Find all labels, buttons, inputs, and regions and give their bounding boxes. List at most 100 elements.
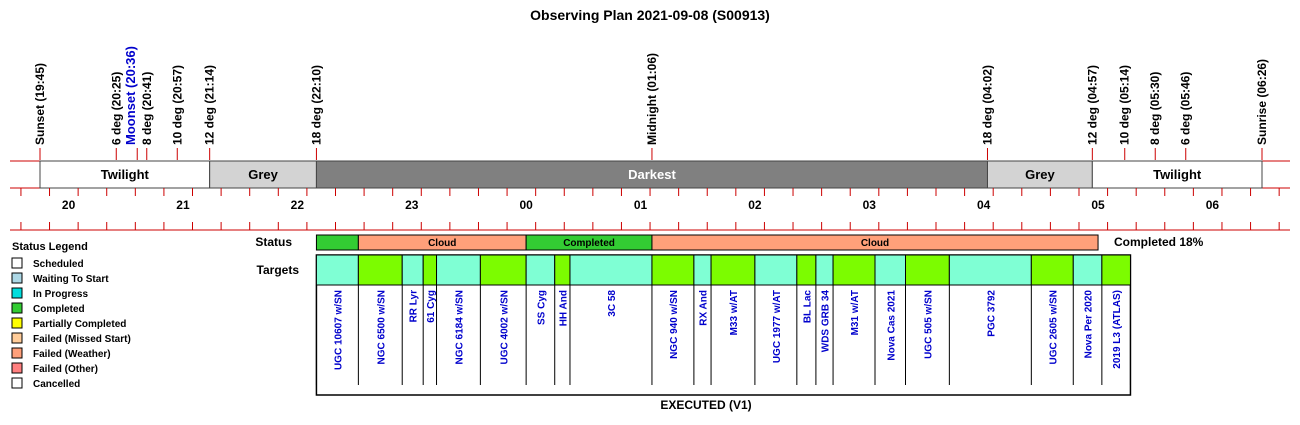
target-name: RX And xyxy=(698,290,709,326)
legend-label: Failed (Missed Start) xyxy=(33,334,131,345)
targets-row: UGC 10607 w/SN NGC 6500 w/SN RR Lyr 61 Cyg N… xyxy=(315,254,1132,396)
target-block xyxy=(754,254,798,286)
legend-swatch xyxy=(11,272,23,284)
sky-band-label: Grey xyxy=(1025,167,1055,182)
target-name: RR Lyr xyxy=(409,290,420,323)
legend-label: In Progress xyxy=(33,289,88,300)
legend-label: Completed xyxy=(33,304,85,315)
target-block xyxy=(948,254,1032,286)
event-label: 18 deg (22:10) xyxy=(309,65,323,145)
target-block xyxy=(401,254,424,286)
target-name: UGC 505 w/SN xyxy=(923,290,934,359)
legend-swatch xyxy=(11,287,23,299)
event-label: Moonset (20:36) xyxy=(123,46,138,145)
status-row-label: Status xyxy=(255,235,292,249)
legend-title: Status Legend xyxy=(12,241,88,253)
target-name: M33 w/AT xyxy=(729,290,740,335)
legend-label: Scheduled xyxy=(33,259,84,270)
hour-tick-label: 03 xyxy=(863,198,877,212)
chart-title: Observing Plan 2021-09-08 (S00913) xyxy=(530,7,770,23)
target-name: Nova Per 2020 xyxy=(1084,290,1095,359)
sky-band-label: Grey xyxy=(248,167,278,182)
target-block xyxy=(479,254,527,286)
target-block xyxy=(569,254,653,286)
hour-tick-label: 01 xyxy=(634,198,648,212)
target-block xyxy=(357,254,403,286)
sky-band-label: Twilight xyxy=(1153,167,1202,182)
hour-axis: 20 21 22 23 00 01 02 03 04 05 06 xyxy=(10,188,1290,231)
status-block-label: Cloud xyxy=(861,238,889,249)
target-block xyxy=(874,254,907,286)
target-block xyxy=(1101,254,1131,286)
target-block xyxy=(905,254,950,286)
hour-tick-label: 05 xyxy=(1091,198,1105,212)
legend-swatch xyxy=(11,377,23,389)
status-block-label: Cloud xyxy=(428,238,456,249)
hour-tick-label: 22 xyxy=(291,198,305,212)
target-block xyxy=(554,254,571,286)
legend-label: Failed (Other) xyxy=(33,364,98,375)
event-label: Sunset (19:45) xyxy=(33,63,47,145)
sky-bands: Twilight Grey Darkest Grey Twilight xyxy=(10,160,1290,189)
target-block xyxy=(315,254,359,286)
legend-swatch xyxy=(11,332,23,344)
legend-swatch xyxy=(11,362,23,374)
event-label: 8 deg (20:41) xyxy=(140,72,154,145)
event-label: 6 deg (20:25) xyxy=(109,72,123,145)
hour-tick-label: 21 xyxy=(176,198,190,212)
target-name: NGC 6184 w/SN xyxy=(454,290,465,364)
target-name: NGC 6500 w/SN xyxy=(376,290,387,364)
status-row: Cloud Completed Cloud xyxy=(315,234,1099,251)
target-name: UGC 10607 w/SN xyxy=(333,290,344,370)
target-block xyxy=(1030,254,1074,286)
target-name: BL Lac xyxy=(802,290,813,324)
target-name: UGC 2605 w/SN xyxy=(1048,290,1059,364)
target-name: 61 Cyg xyxy=(426,290,437,323)
target-block xyxy=(525,254,556,286)
target-name: NGC 940 w/SN xyxy=(669,290,680,359)
event-label: 10 deg (05:14) xyxy=(1118,65,1132,145)
event-label: Sunrise (06:26) xyxy=(1255,59,1269,145)
target-block xyxy=(651,254,695,286)
legend-label: Failed (Weather) xyxy=(33,349,111,360)
target-name: M31 w/AT xyxy=(850,290,861,335)
hour-tick-label: 06 xyxy=(1206,198,1220,212)
legend-swatch xyxy=(11,317,23,329)
target-block xyxy=(832,254,876,286)
sky-band xyxy=(39,160,211,189)
target-name: HH And xyxy=(558,290,569,326)
target-name: WDS GRB 34 xyxy=(820,290,831,353)
target-name: UGC 4002 w/SN xyxy=(499,290,510,364)
legend-swatch xyxy=(11,302,23,314)
hour-tick-label: 02 xyxy=(748,198,762,212)
target-block xyxy=(796,254,817,286)
status-block xyxy=(651,234,1099,251)
target-name: PGC 3792 xyxy=(986,290,997,337)
sky-band-label: Twilight xyxy=(101,167,150,182)
completion-text: Completed 18% xyxy=(1114,235,1204,249)
target-block xyxy=(693,254,712,286)
legend-label: Partially Completed xyxy=(33,319,126,330)
target-name: Nova Cas 2021 xyxy=(886,290,897,361)
legend-label: Cancelled xyxy=(33,379,80,390)
executed-label: EXECUTED (V1) xyxy=(660,398,751,412)
target-block xyxy=(710,254,756,286)
event-label: 18 deg (04:02) xyxy=(980,65,994,145)
event-label: 12 deg (21:14) xyxy=(203,65,217,145)
event-label: 10 deg (20:57) xyxy=(170,65,184,145)
sky-band-label: Darkest xyxy=(628,167,676,182)
target-name: SS Cyg xyxy=(536,290,547,325)
sky-band xyxy=(1091,160,1263,189)
hour-tick-label: 04 xyxy=(977,198,991,212)
event-label: Midnight (01:06) xyxy=(645,53,659,145)
hour-tick-label: 23 xyxy=(405,198,419,212)
event-markers: Sunset (19:45) 6 deg (20:25) Moonset (20:3… xyxy=(33,46,1269,160)
target-block xyxy=(1072,254,1103,286)
target-name: 2019 L3 (ATLAS) xyxy=(1112,290,1123,369)
event-label: 8 deg (05:30) xyxy=(1148,72,1162,145)
sky-band xyxy=(315,160,988,189)
legend-swatch xyxy=(11,347,23,359)
status-block-label: Completed xyxy=(563,238,615,249)
legend-label: Waiting To Start xyxy=(33,274,109,285)
